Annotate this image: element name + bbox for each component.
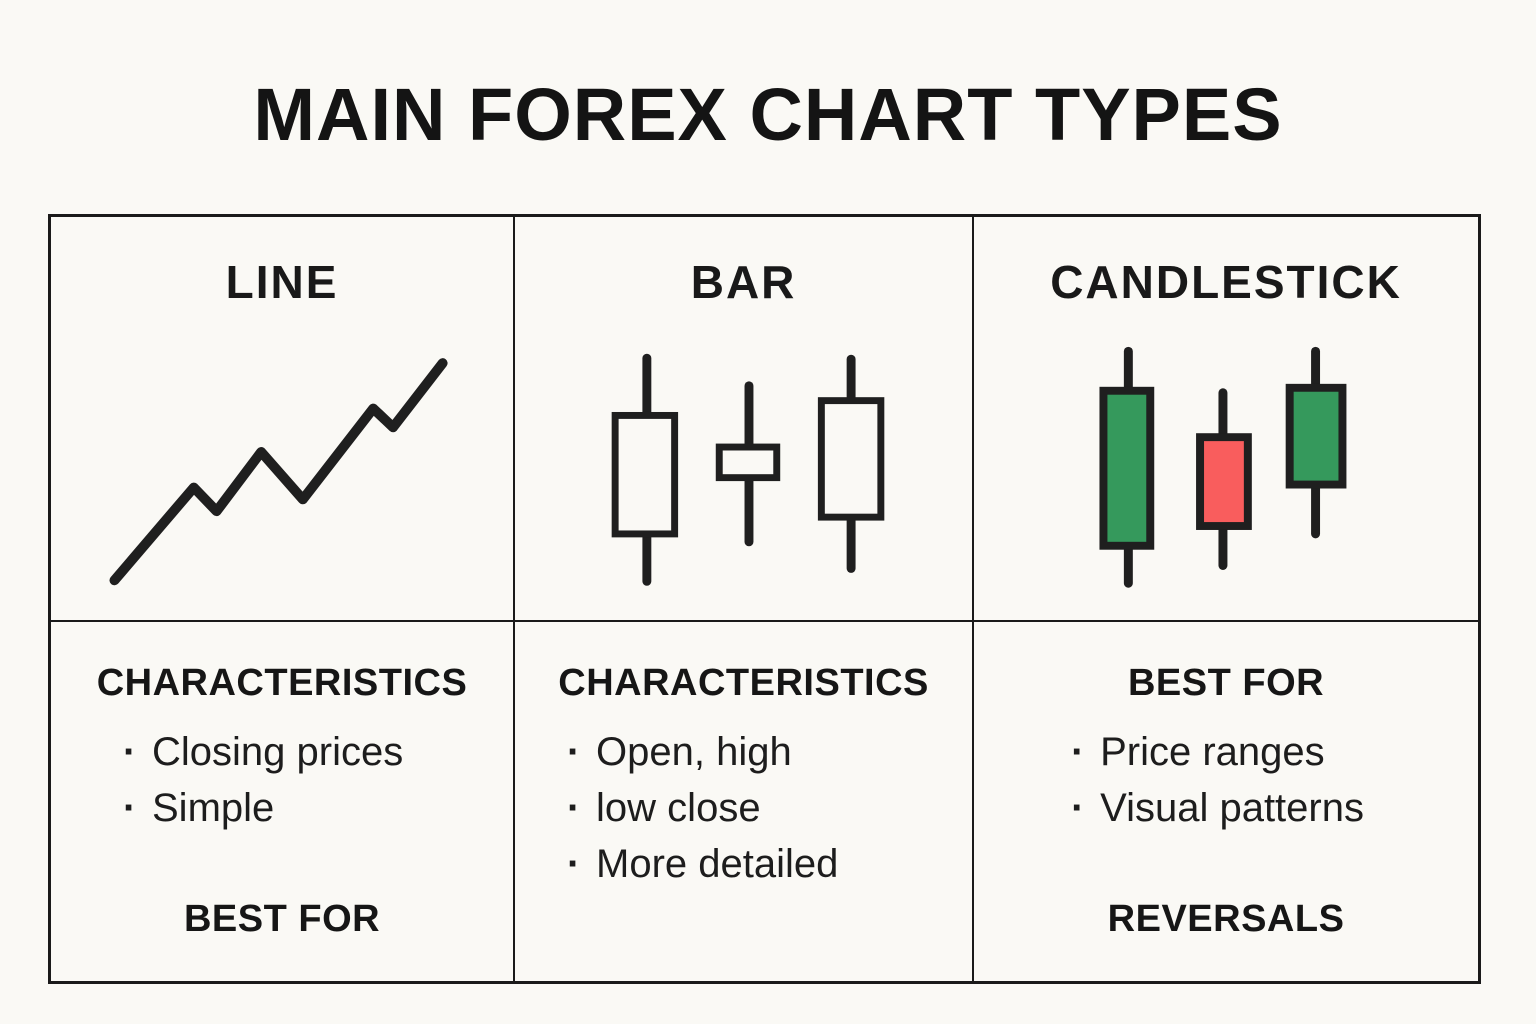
bullet-dot: · bbox=[123, 786, 137, 830]
column-header-line: LINE bbox=[225, 256, 339, 308]
bullet-item: · More detailed bbox=[567, 841, 972, 888]
bullet-item: · Open, high bbox=[567, 729, 972, 776]
candlestick-info-cell: BEST FOR · Price ranges · Visual pattern… bbox=[974, 622, 1478, 981]
candlestick-visual-cell: CANDLESTICK bbox=[974, 217, 1478, 622]
candlestick-chart-icon bbox=[1099, 346, 1347, 588]
best-for-list-candlestick: · Price ranges · Visual patterns bbox=[974, 729, 1478, 832]
best-for-heading-candlestick: BEST FOR bbox=[1127, 661, 1325, 704]
bullet-text: Open, high bbox=[596, 729, 792, 774]
line-visual-cell: LINE bbox=[51, 217, 516, 622]
bullet-text: Simple bbox=[152, 786, 275, 830]
column-header-candlestick: CANDLESTICK bbox=[1050, 256, 1402, 308]
page-title: MAIN FOREX CHART TYPES bbox=[253, 73, 1283, 156]
bullet-text: More detailed bbox=[596, 842, 839, 887]
bullet-text: Visual patterns bbox=[1100, 786, 1364, 830]
bullet-item: · Closing prices bbox=[123, 729, 513, 776]
line-info-cell: CHARACTERISTICS · Closing prices · Simpl… bbox=[51, 621, 516, 981]
bullet-text: low close bbox=[596, 786, 761, 830]
line-chart-icon bbox=[109, 358, 448, 586]
bullet-dot: · bbox=[567, 786, 581, 830]
characteristics-list-line: · Closing prices · Simple bbox=[51, 729, 513, 832]
best-for-heading-line: BEST FOR bbox=[183, 897, 381, 940]
bullet-text: Price ranges bbox=[1100, 729, 1325, 774]
bullet-item: · Simple bbox=[123, 785, 513, 832]
bar-chart-icon bbox=[611, 353, 885, 586]
bar-info-cell: CHARACTERISTICS · Open, high · low close… bbox=[515, 621, 975, 981]
bullet-dot: · bbox=[123, 729, 137, 774]
characteristics-list-bar: · Open, high · low close · More detailed bbox=[515, 729, 972, 889]
bullet-text: Closing prices bbox=[152, 729, 404, 774]
bullet-item: · Visual patterns bbox=[1071, 785, 1478, 832]
characteristics-heading-line: CHARACTERISTICS bbox=[96, 661, 468, 704]
bullet-item: · low close bbox=[567, 785, 972, 832]
bullet-item: · Price ranges bbox=[1071, 729, 1478, 776]
reversals-heading-candlestick: REVERSALS bbox=[1107, 897, 1345, 940]
bar-visual-cell: BAR bbox=[515, 217, 975, 622]
column-header-bar: BAR bbox=[690, 256, 797, 308]
bullet-dot: · bbox=[567, 842, 581, 887]
characteristics-heading-bar: CHARACTERISTICS bbox=[558, 661, 929, 704]
chart-types-table: LINE BAR CANDLESTICK CHARACTERISTICS · C… bbox=[48, 214, 1481, 984]
bullet-dot: · bbox=[1071, 729, 1085, 774]
bullet-dot: · bbox=[567, 729, 581, 774]
bullet-dot: · bbox=[1071, 786, 1085, 830]
